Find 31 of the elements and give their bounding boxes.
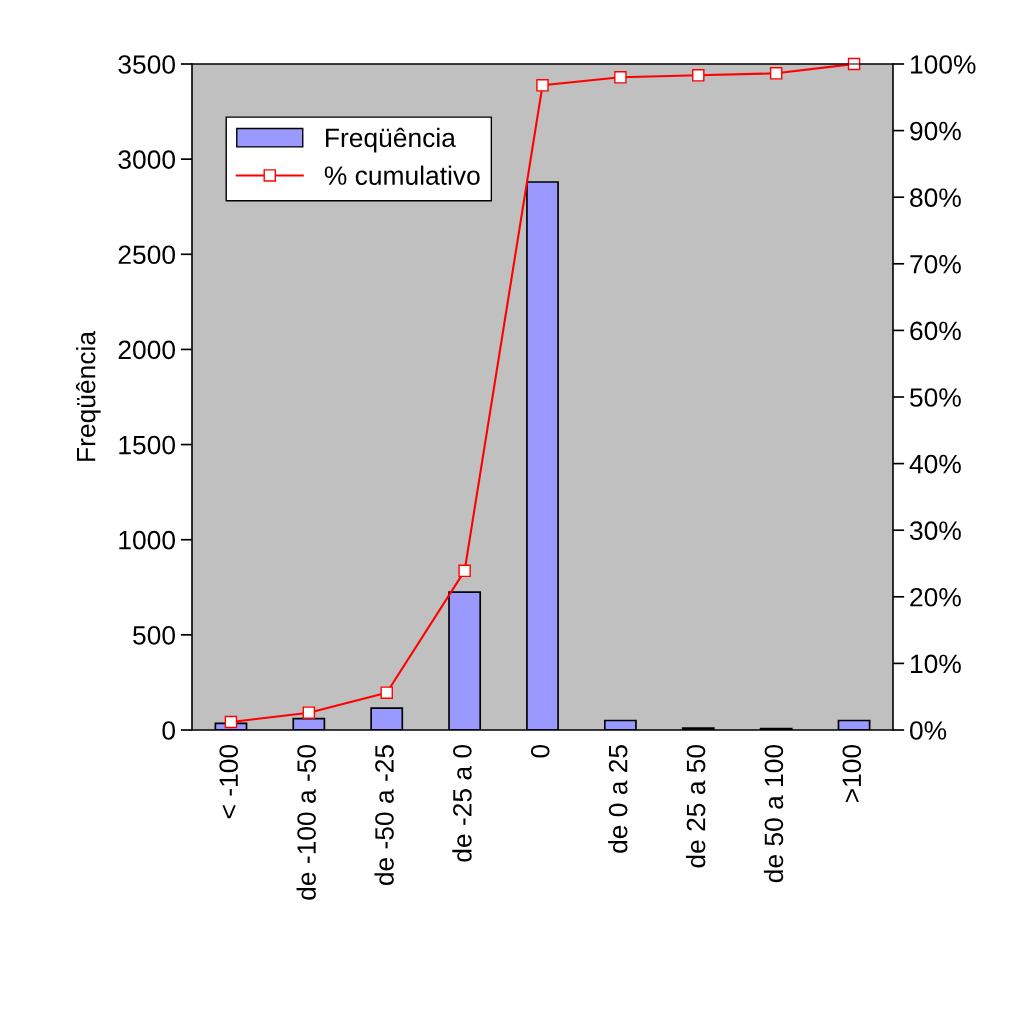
y2-tick-label: 20%: [910, 587, 961, 607]
x-tick-label: >100: [842, 744, 862, 803]
legend-label: Freqüência: [326, 127, 456, 153]
x-tick-label: < -100: [219, 744, 239, 819]
y2-tick-label: 30%: [909, 521, 961, 541]
y2-tick-label: 0%: [910, 721, 947, 740]
y2-tick-label: 60%: [910, 321, 961, 341]
y-tick-label: 1500: [119, 435, 175, 455]
x-tick-label: 0: [530, 744, 550, 758]
legend-label: % cumulativo: [324, 165, 480, 185]
y2-tick-label: 40%: [909, 454, 961, 474]
y2-tick-label: 70%: [910, 254, 961, 274]
x-tick-label: de -50 a -25: [374, 744, 394, 886]
y2-tick-label: 50%: [910, 388, 961, 407]
x-tick-label: de -25 a 0: [452, 744, 472, 862]
y2-tick-label: 90%: [910, 121, 961, 141]
y-tick-label: 3500: [118, 55, 175, 74]
x-tick-label: de -100 a -50: [296, 744, 316, 900]
y-tick-label: 2500: [118, 245, 175, 265]
y-tick-label: 2000: [118, 340, 175, 360]
y-tick-label: 500: [133, 625, 175, 645]
y2-tick-label: 100%: [910, 55, 976, 74]
y-axis-title: Freqüência: [75, 330, 101, 461]
y-tick-label: 0: [162, 721, 175, 740]
y2-tick-label: 10%: [910, 654, 961, 674]
y2-tick-label: 80%: [910, 188, 961, 208]
y-tick-label: 1000: [119, 530, 175, 550]
x-tick-label: de 50 a 100: [763, 744, 784, 883]
y-tick-label: 3000: [118, 150, 175, 169]
x-tick-label: de 25 a 50: [685, 744, 706, 868]
x-tick-label: de 0 a 25: [608, 744, 628, 853]
